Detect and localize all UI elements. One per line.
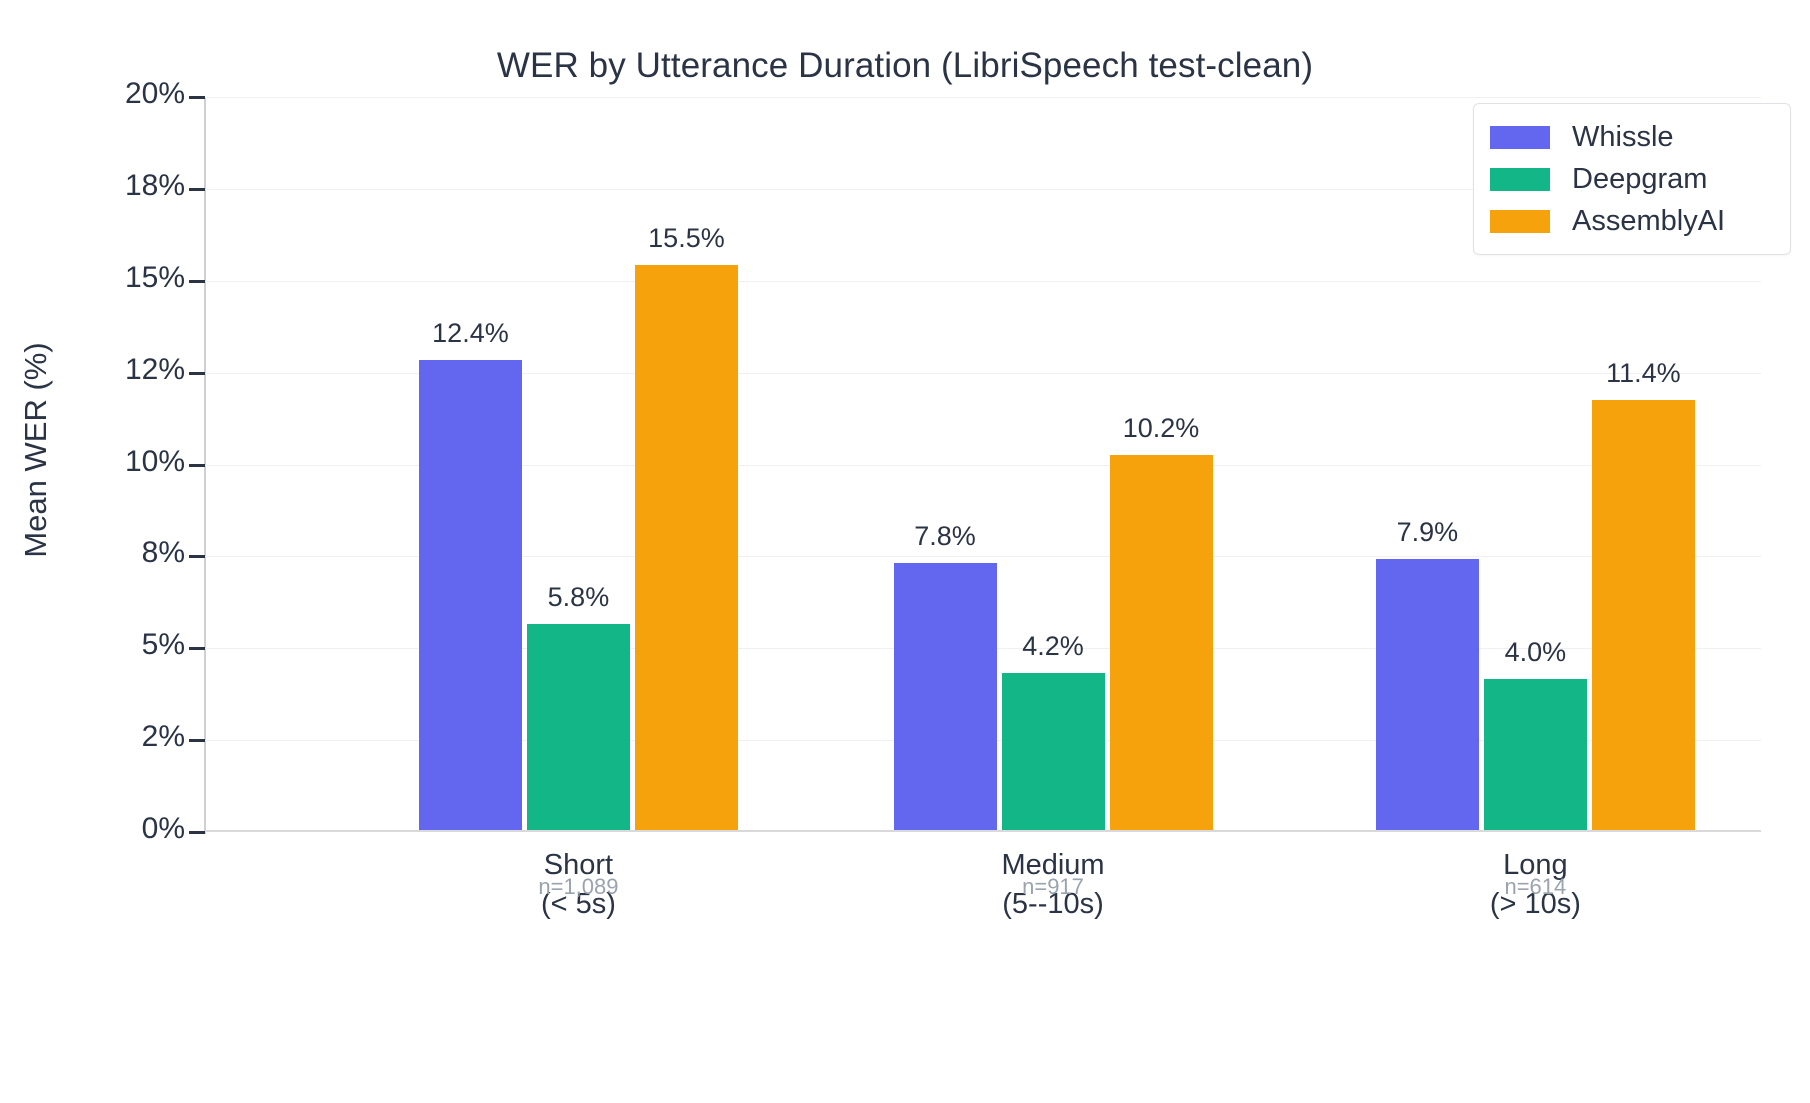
y-axis-spine	[204, 97, 206, 834]
legend-item[interactable]: Whissle	[1490, 118, 1772, 156]
bar-value-label: 10.2%	[1122, 413, 1200, 444]
bar[interactable]	[1483, 678, 1587, 832]
legend-item-label: AssemblyAI	[1572, 204, 1726, 237]
y-tick-mark	[189, 187, 205, 191]
bar[interactable]	[526, 623, 630, 832]
chart-title: WER by Utterance Duration (LibriSpeech t…	[496, 46, 1314, 85]
x-axis-group-name: Medium	[1001, 849, 1105, 881]
bar[interactable]	[1001, 672, 1105, 832]
x-axis-group-label: Long (> 10s)	[1335, 846, 1735, 924]
y-tick-mark	[189, 739, 205, 743]
legend[interactable]: Whissle Deepgram AssemblyAI	[1473, 103, 1791, 255]
bar[interactable]	[634, 265, 738, 832]
x-axis-group-range: (> 10s)	[1489, 887, 1581, 920]
x-axis-group-range: (< 5s)	[540, 887, 616, 920]
gridline	[205, 280, 1761, 282]
x-axis-group-label: Medium (5--10s)	[853, 846, 1253, 924]
legend-item[interactable]: AssemblyAI	[1490, 202, 1772, 240]
bar-value-label: 7.9%	[1396, 517, 1459, 548]
bar[interactable]	[418, 360, 522, 832]
legend-swatch-icon	[1490, 125, 1550, 149]
y-tick-mark	[189, 371, 205, 375]
y-tick-label: 15%	[124, 260, 185, 294]
x-axis-group-label: Short (< 5s)	[378, 846, 778, 924]
bar[interactable]	[1591, 400, 1695, 832]
x-axis-group-count: n=1,089	[538, 874, 619, 899]
bar-value-label: 4.2%	[1022, 630, 1084, 661]
bar-value-label: 15.5%	[648, 223, 725, 254]
x-axis-group-name: Short	[543, 849, 614, 881]
y-tick-mark	[189, 647, 205, 651]
y-tick-label: 10%	[124, 444, 185, 478]
gridline	[205, 372, 1761, 374]
bar[interactable]	[1375, 559, 1479, 832]
y-tick-label: 20%	[124, 77, 185, 110]
gridline	[205, 556, 1761, 558]
plot-area: 12.4% 7.8% 7.9% 5.8% 4.2% 4.0% 15.5% 10.2% 11.4%	[205, 97, 1761, 832]
bar[interactable]	[893, 562, 997, 832]
x-axis-group-count: n=917	[1022, 874, 1084, 899]
y-tick-mark	[189, 463, 205, 467]
bar-value-label: 5.8%	[547, 581, 610, 612]
bar-value-label: 7.8%	[914, 520, 976, 551]
y-tick-mark	[189, 279, 205, 283]
y-tick-mark	[189, 96, 205, 99]
y-tick-mark	[189, 555, 205, 559]
y-tick-label: 0%	[141, 812, 185, 845]
x-axis-group-range: (5--10s)	[1002, 887, 1104, 920]
x-axis-group-count: n=614	[1504, 874, 1567, 899]
legend-item-label: Whissle	[1572, 120, 1674, 153]
y-tick-label: 8%	[141, 536, 185, 570]
bar[interactable]	[1109, 455, 1213, 832]
gridline	[205, 97, 1761, 98]
y-tick-mark	[189, 831, 205, 834]
y-tick-label: 5%	[141, 628, 185, 662]
bar-value-label: 4.0%	[1504, 636, 1567, 667]
gridline	[205, 188, 1761, 190]
y-axis-tick-labels: 20% 18% 15% 12% 10% 8% 5% 2% 0%	[20, 0, 185, 1103]
bar-value-label: 11.4%	[1606, 358, 1681, 389]
legend-swatch-icon	[1490, 209, 1550, 233]
gridline	[205, 464, 1761, 466]
x-axis-baseline	[205, 830, 1761, 832]
legend-item-label: Deepgram	[1572, 162, 1708, 195]
y-tick-label: 18%	[124, 168, 185, 202]
legend-item[interactable]: Deepgram	[1490, 160, 1772, 198]
x-axis-group-name: Long	[1503, 849, 1568, 881]
legend-swatch-icon	[1490, 167, 1550, 191]
bar-value-label: 12.4%	[432, 318, 509, 349]
y-tick-label: 2%	[141, 720, 185, 754]
y-tick-label: 12%	[124, 352, 185, 386]
